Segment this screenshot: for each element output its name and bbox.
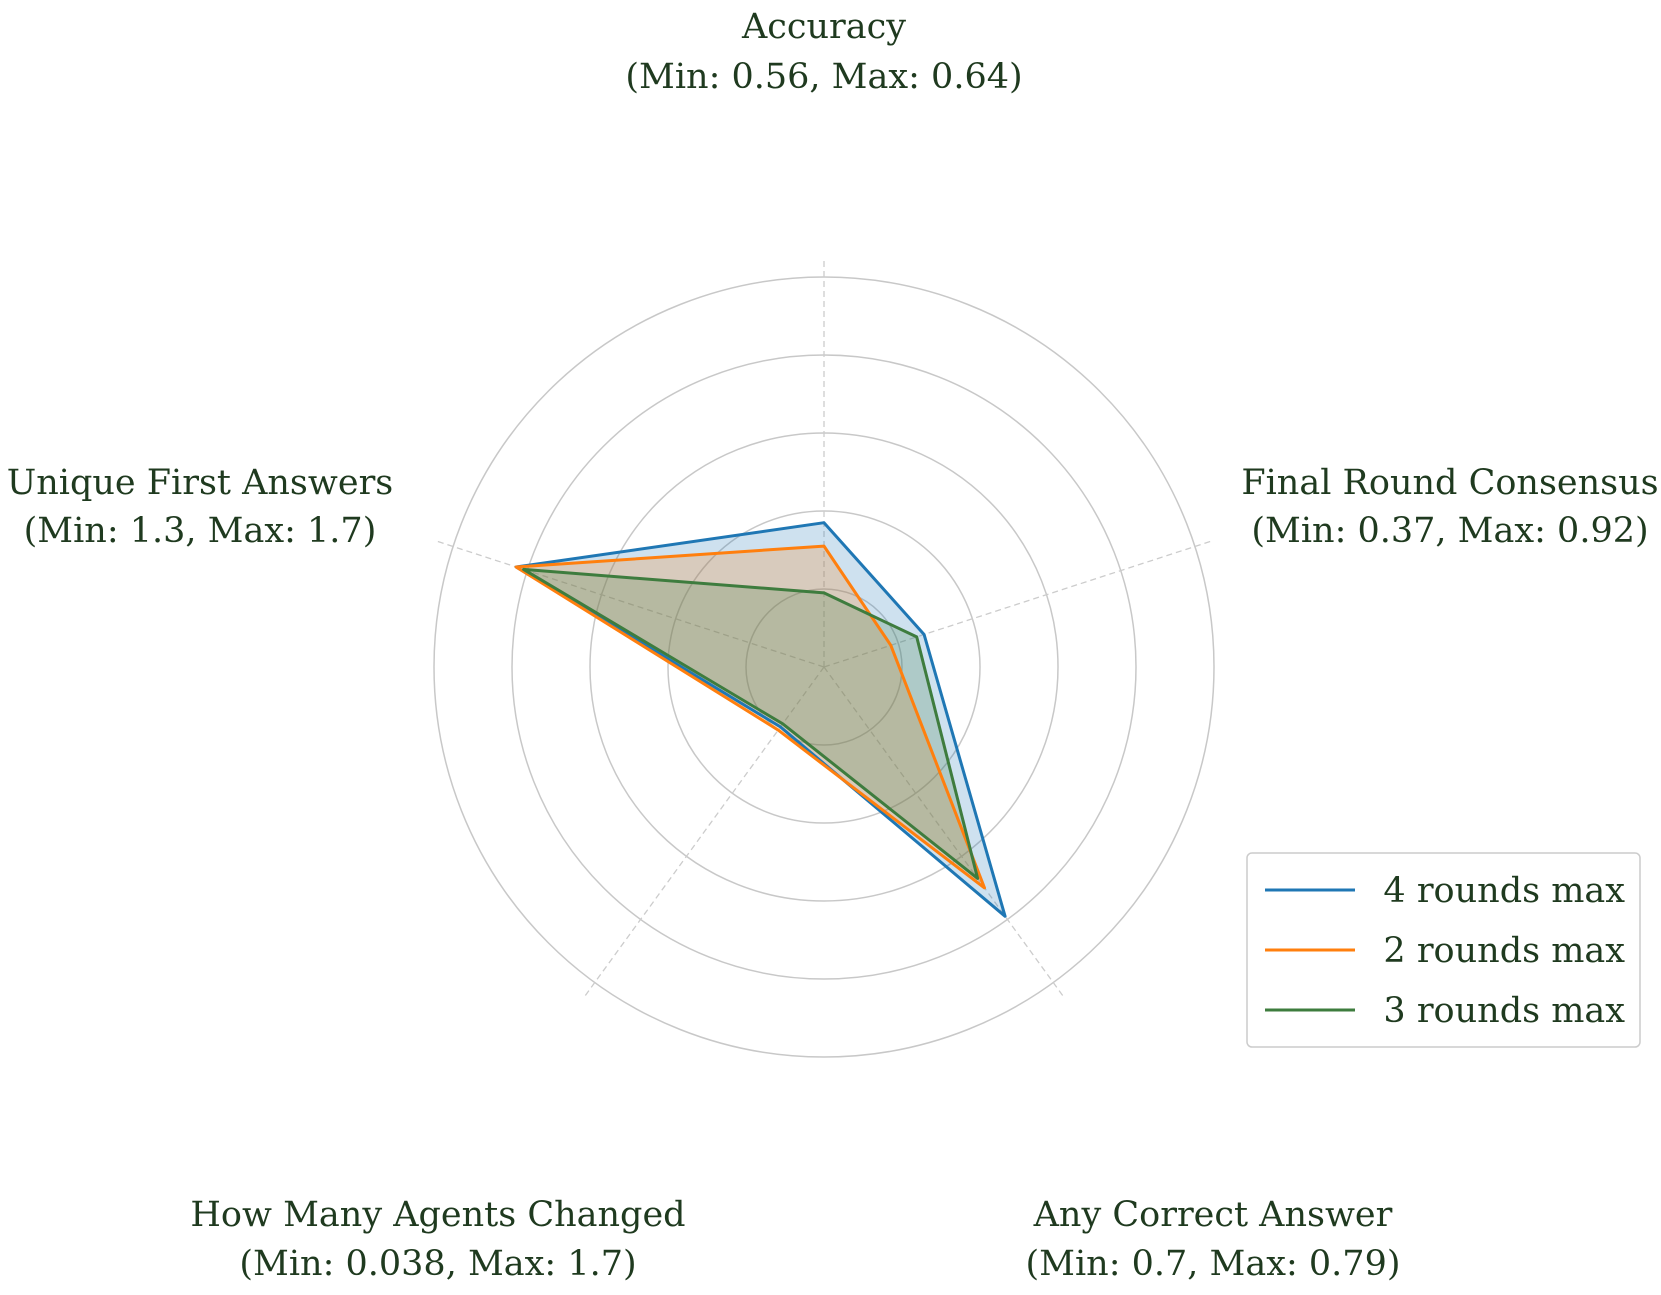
axis-range-final-round-consensus: (Min: 0.37, Max: 0.92) [1251, 511, 1648, 551]
axis-label-accuracy: Accuracy (Min: 0.56, Max: 0.64) [625, 7, 1022, 97]
axis-spoke-5 [434, 539, 825, 668]
axis-title-final-round-consensus: Final Round Consensus [1241, 463, 1658, 503]
axis-spokes [434, 257, 1214, 999]
axis-range-how-many-agents-changed: (Min: 0.038, Max: 1.7) [239, 1244, 636, 1284]
legend-frame [1246, 852, 1641, 1048]
axis-range-accuracy: (Min: 0.56, Max: 0.64) [625, 57, 1022, 97]
axis-spoke-3 [823, 666, 1066, 999]
legend-label-4-rounds: 4 rounds max [1383, 871, 1625, 911]
series-fill-3-rounds-max [523, 569, 978, 879]
grid-ring-1 [745, 588, 903, 746]
axis-range-unique-first-answers: (Min: 1.3, Max: 1.7) [24, 511, 377, 551]
legend-label-2-rounds: 2 rounds max [1383, 931, 1625, 971]
series-line-3-rounds-max [522, 567, 980, 880]
axis-label-unique-first-answers: Unique First Answers (Min: 1.3, Max: 1.7… [7, 463, 394, 551]
series-line-4-rounds-max [514, 521, 1007, 918]
axis-title-accuracy: Accuracy [741, 7, 906, 47]
axis-title-any-correct-answer: Any Correct Answer [1033, 1195, 1393, 1235]
series-outlines [514, 521, 1007, 918]
axis-title-how-many-agents-changed: How Many Agents Changed [190, 1195, 685, 1235]
legend-label-3-rounds: 3 rounds max [1383, 991, 1625, 1031]
axis-label-any-correct-answer: Any Correct Answer (Min: 0.7, Max: 0.79) [1025, 1195, 1400, 1284]
series-line-2-rounds-max [514, 544, 986, 890]
axis-label-final-round-consensus: Final Round Consensus (Min: 0.37, Max: 0… [1241, 463, 1658, 551]
axis-spoke-2 [823, 539, 1214, 668]
legend: 4 rounds max 2 rounds max 3 rounds max [1246, 852, 1641, 1048]
axis-title-unique-first-answers: Unique First Answers [7, 463, 394, 503]
axis-range-any-correct-answer: (Min: 0.7, Max: 0.79) [1025, 1244, 1400, 1284]
axis-spoke-4 [582, 666, 825, 999]
axis-label-how-many-agents-changed: How Many Agents Changed (Min: 0.038, Max… [190, 1195, 685, 1284]
series-fill-2-rounds-max [516, 546, 985, 888]
